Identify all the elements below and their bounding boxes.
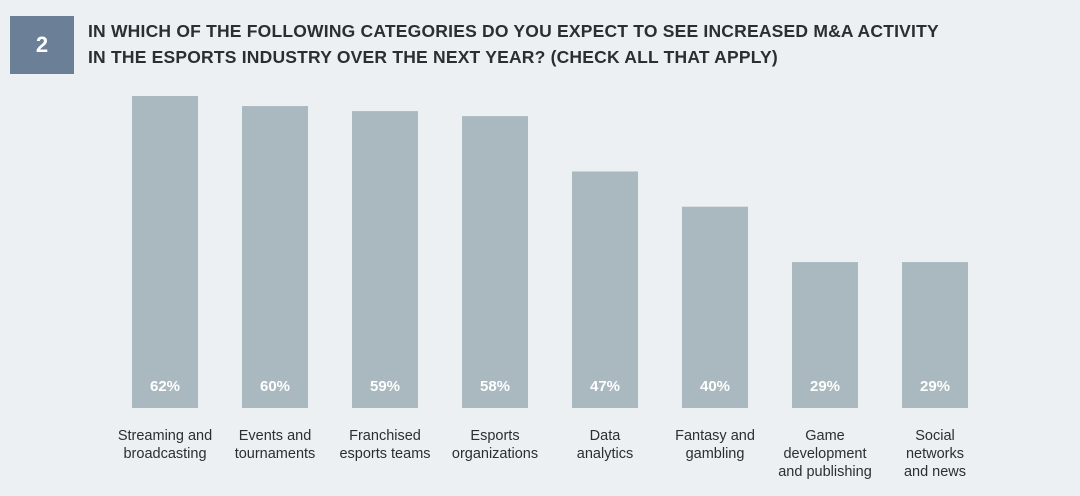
bar-6	[682, 206, 748, 408]
category-label-line: Streaming and	[118, 428, 212, 444]
category-label: Data analytics	[577, 428, 633, 462]
category-label-line: broadcasting	[123, 446, 206, 462]
bar-3	[352, 111, 418, 408]
bar-value-label: 29%	[810, 378, 840, 395]
category-label-line: tournaments	[235, 446, 316, 462]
bar-value-label: 40%	[700, 378, 730, 395]
category-label-line: Events and	[239, 428, 312, 444]
category-label-line: analytics	[577, 446, 633, 462]
bar-value-label: 29%	[920, 378, 950, 395]
bar-value-label: 47%	[590, 378, 620, 395]
category-label-line: Franchised	[349, 428, 421, 444]
category-label-line: Data	[590, 428, 622, 444]
chart-title-line-1: IN WHICH OF THE FOLLOWING CATEGORIES DO …	[88, 21, 939, 41]
category-label-line: Fantasy and	[675, 428, 755, 444]
category-label: Franchised esports teams	[339, 428, 430, 462]
bar-5	[572, 171, 638, 408]
category-label: Events and tournaments	[235, 428, 316, 462]
bar-7	[792, 262, 858, 408]
category-label-line: and publishing	[778, 464, 872, 480]
category-label-line: esports teams	[339, 446, 430, 462]
bar-2	[242, 106, 308, 408]
category-label-line: Game	[805, 428, 845, 444]
bar-4	[462, 116, 528, 409]
category-label: Game development and publishing	[778, 428, 872, 480]
category-label-line: and news	[904, 464, 966, 480]
bar-value-label: 59%	[370, 378, 400, 395]
bar-value-label: 58%	[480, 378, 510, 395]
bar-value-label: 60%	[260, 378, 290, 395]
question-number-badge: 2	[10, 16, 74, 74]
category-label-line: development	[783, 446, 866, 462]
category-label-line: gambling	[686, 446, 745, 462]
category-label: Social networks and news	[904, 428, 966, 480]
bar-value-label: 62%	[150, 378, 180, 395]
chart-title-line-2: IN THE ESPORTS INDUSTRY OVER THE NEXT YE…	[88, 47, 778, 67]
category-label: Fantasy and gambling	[675, 428, 755, 462]
category-label-line: Esports	[470, 428, 519, 444]
category-label: Esports organizations	[452, 428, 538, 462]
bar-8	[902, 262, 968, 408]
category-label-line: organizations	[452, 446, 538, 462]
bar-1	[132, 96, 198, 408]
category-label: Streaming and broadcasting	[118, 428, 212, 462]
chart-title: IN WHICH OF THE FOLLOWING CATEGORIES DO …	[88, 18, 1048, 70]
category-label-line: Social	[915, 428, 955, 444]
category-label-line: networks	[906, 446, 964, 462]
